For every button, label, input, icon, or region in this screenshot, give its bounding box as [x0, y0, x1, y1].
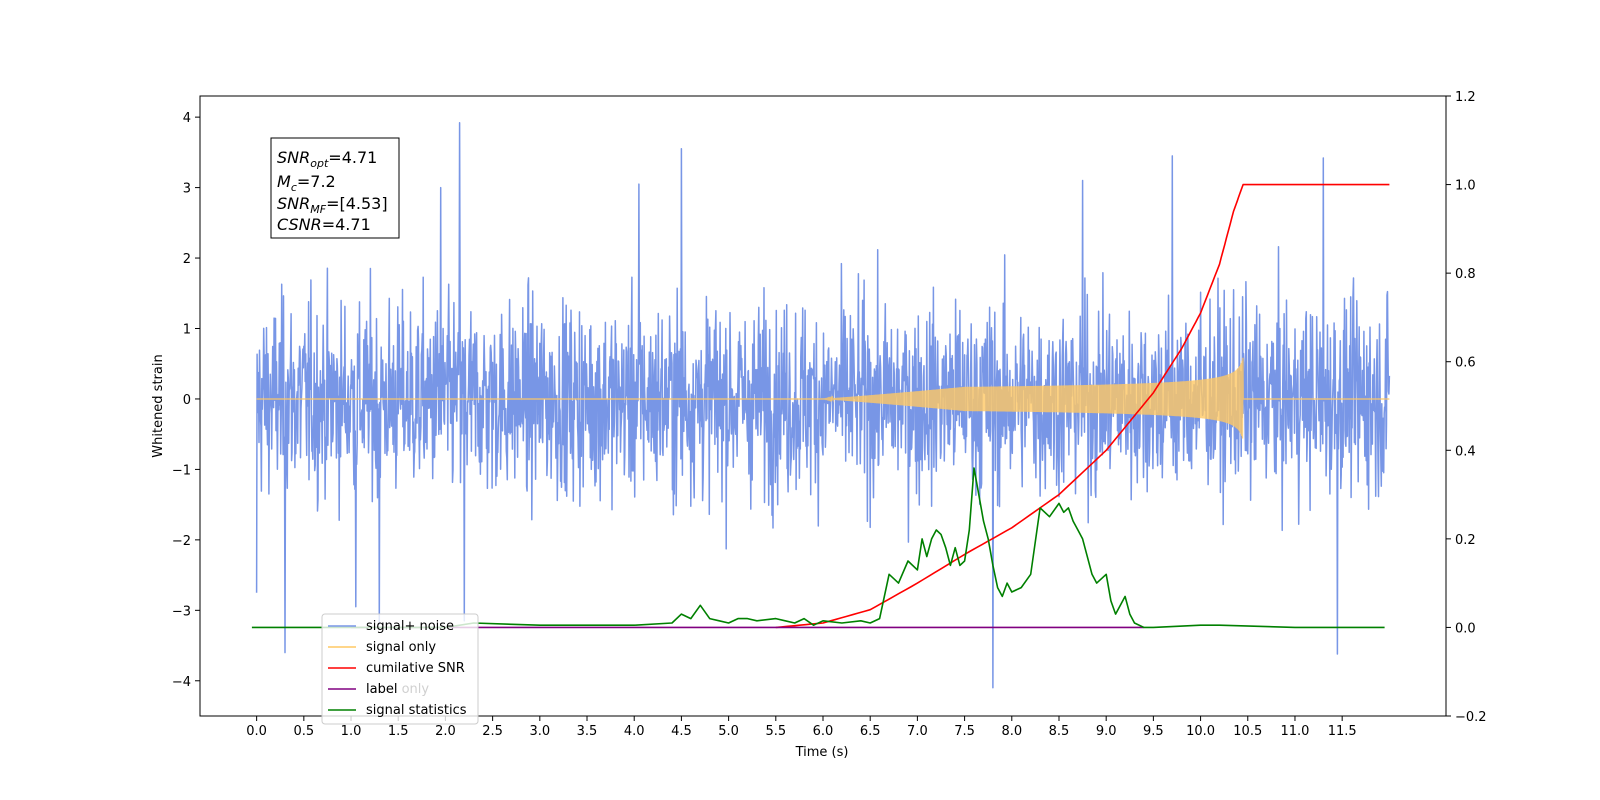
y-tick-label-8: −4: [172, 675, 191, 690]
x-tick-label-13: 6.5: [860, 724, 881, 739]
legend-frame: [321, 613, 479, 725]
legend-label-signal-only: signal only: [366, 640, 436, 655]
y2-tick-label-0: 1.2: [1455, 90, 1476, 105]
x-tick-label-20: 10.0: [1186, 724, 1215, 739]
y2-tick-label-7: −0.2: [1455, 710, 1487, 725]
x-axis-label: Time (s): [795, 745, 849, 760]
x-tick-label-6: 3.0: [529, 724, 550, 739]
x-tick-label-1: 0.5: [293, 724, 314, 739]
x-tick-label-14: 7.0: [907, 724, 928, 739]
x-tick-label-4: 2.0: [435, 724, 456, 739]
x-tick-label-2: 1.0: [341, 724, 362, 739]
x-tick-label-10: 5.0: [718, 724, 739, 739]
annotation-mc: Mc=7.2: [277, 172, 336, 194]
y-axis: 4 3 2 1 0 −1 −2 −3 −4: [172, 111, 200, 690]
y2-tick-label-2: 0.8: [1455, 267, 1476, 282]
legend-label-label-only: label only: [366, 682, 429, 697]
x-tick-label-5: 2.5: [482, 724, 503, 739]
y-tick-label-0: 4: [183, 111, 191, 126]
series-signal-statistics: [251, 467, 1385, 629]
x-tick-label-12: 6.0: [813, 724, 834, 739]
series-signal-only: [256, 357, 1390, 439]
x-tick-label-3: 1.5: [388, 724, 409, 739]
legend-label-label: label: [366, 682, 397, 697]
x-tick-label-19: 9.5: [1143, 724, 1164, 739]
x-tick-label-17: 8.5: [1049, 724, 1070, 739]
annotation-snr-mf: SNRMF=[4.53]: [277, 194, 388, 216]
y2-tick-label-4: 0.4: [1455, 444, 1476, 459]
y2-tick-label-5: 0.2: [1455, 533, 1476, 548]
annotation-box: SNRopt=4.71 Mc=7.2 SNRMF=[4.53] CSNR=4.7…: [270, 137, 400, 239]
y-tick-label-2: 2: [183, 252, 191, 267]
legend: signal+ noise signal only cumilative SNR…: [321, 613, 479, 725]
y2-axis: 1.2 1.0 0.8 0.6 0.4 0.2 0.0 −0.2: [1446, 90, 1487, 725]
y2-tick-label-3: 0.6: [1455, 356, 1476, 371]
x-tick-label-8: 4.0: [624, 724, 645, 739]
legend-label-signal-statistics: signal statistics: [366, 703, 467, 718]
y-tick-label-5: −1: [172, 463, 191, 478]
x-axis: 0.0 0.5 1.0 1.5 2.0 2.5 3.0 3.5 4.0 4.5 5.0 5.5 6.0 6…: [246, 716, 1357, 739]
series-layer: [251, 122, 1391, 689]
y-tick-label-3: 1: [183, 323, 191, 338]
series-cumilative-snr: [775, 183, 1390, 629]
x-tick-label-9: 4.5: [671, 724, 692, 739]
annotation-snr-opt: SNRopt=4.71: [277, 148, 377, 170]
x-tick-label-23: 11.5: [1328, 724, 1357, 739]
annotation-csnr: CSNR=4.71: [277, 215, 371, 234]
x-tick-label-21: 10.5: [1233, 724, 1262, 739]
y-axis-label: Whitened strain: [151, 354, 166, 457]
x-tick-label-18: 9.0: [1096, 724, 1117, 739]
y-tick-label-6: −2: [172, 534, 191, 549]
legend-label-signal-noise: signal+ noise: [366, 619, 454, 634]
y-tick-label-4: 0: [183, 393, 191, 408]
y2-tick-label-1: 1.0: [1455, 179, 1476, 194]
x-tick-label-0: 0.0: [246, 724, 267, 739]
y-tick-label-7: −3: [172, 604, 191, 619]
x-tick-label-7: 3.5: [577, 724, 598, 739]
x-tick-label-15: 7.5: [954, 724, 975, 739]
y-tick-label-1: 3: [183, 182, 191, 197]
legend-label-cumilative-snr: cumilative SNR: [366, 661, 465, 676]
x-tick-label-22: 11.0: [1280, 724, 1309, 739]
series-signal-noise: [255, 122, 1391, 689]
y2-tick-label-6: 0.0: [1455, 621, 1476, 636]
x-tick-label-16: 8.0: [1001, 724, 1022, 739]
x-tick-label-11: 5.5: [765, 724, 786, 739]
